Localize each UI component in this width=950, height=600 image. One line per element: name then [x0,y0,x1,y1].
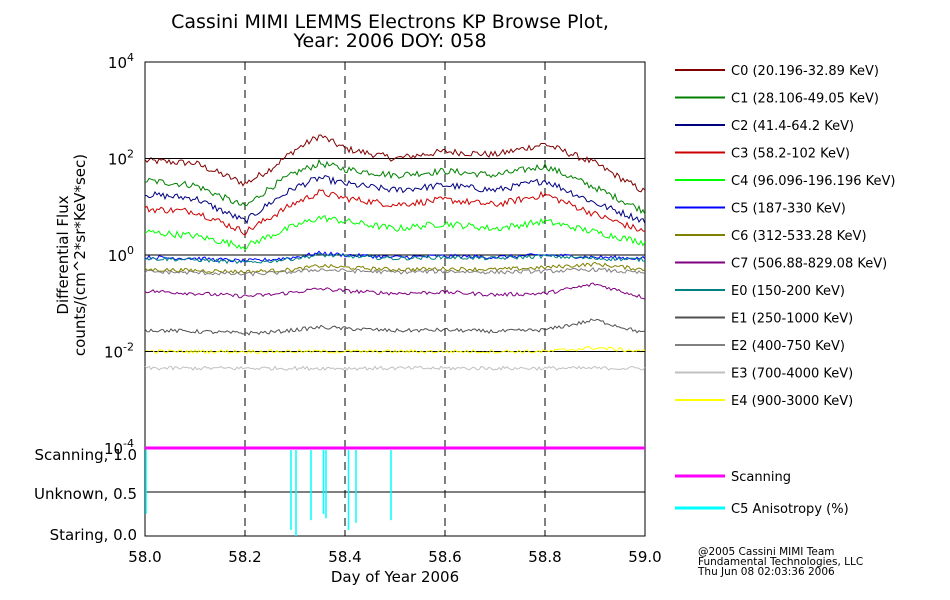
status-tick-staring: Staring, 0.0 [50,526,137,544]
credit-line2: Fundamental Technologies, LLC [698,556,863,568]
x-ticks: 58.0 58.2 58.4 58.6 58.8 59.0 [128,530,662,566]
chart-title-line2: Year: 2006 DOY: 058 [292,30,486,52]
credit-line1: @2005 Cassini MIMI Team [698,546,835,558]
x-tick-label: 58.6 [428,548,461,566]
x-tick-label: 58.4 [328,548,361,566]
y-tick-label: 104 [108,51,134,72]
legend-label: C6 (312-533.28 KeV) [731,229,867,244]
series-line-e0 [144,252,646,265]
legend-label: C1 (28.106-49.05 KeV) [731,92,879,107]
legend-label: E4 (900-3000 KeV) [731,394,853,409]
legend-label: C5 (187-330 KeV) [731,202,846,217]
legend-label: E2 (400-750 KeV) [731,339,845,354]
flux-plot-series [144,134,646,371]
legend-label: C0 (20.196-32.89 KeV) [731,64,879,79]
series-line-e1 [144,318,646,336]
y-tick-label: 10-4 [104,437,134,458]
x-axis-label: Day of Year 2006 [331,568,459,586]
y-axis-label-line2: counts/(cm^2*sr*KeV*sec) [71,154,89,356]
chart-title-line1: Cassini MIMI LEMMS Electrons KP Browse P… [171,11,609,33]
status-tick-scanning: Scanning, 1.0 [34,446,137,464]
y-tick-label: 102 [108,148,134,169]
legend-status: Scanning C5 Anisotropy (%) [675,470,849,517]
legend-label: C3 (58.2-102 KeV) [731,147,850,162]
flux-y-ticks: 104 102 100 10-2 10-4 [104,51,645,458]
x-tick-label: 58.8 [528,548,561,566]
legend-label: E1 (250-1000 KeV) [731,312,853,327]
legend-label: C2 (41.4-64.2 KeV) [731,119,854,134]
series-line-c2 [144,175,646,225]
y-tick-label: 10-2 [104,341,134,362]
series-line-c5 [144,250,646,264]
legend-label: Scanning [731,470,791,485]
x-tick-label: 58.0 [128,548,161,566]
x-tick-label: 59.0 [628,548,661,566]
legend-label: E0 (150-200 KeV) [731,284,845,299]
legend-label: C7 (506.88-829.08 KeV) [731,257,887,272]
series-line-c0 [144,134,646,193]
series-line-e4 [144,345,646,355]
y-tick-label: 100 [108,244,134,265]
series-line-e2 [144,266,646,277]
legend-label: E3 (700-4000 KeV) [731,367,853,382]
credit-line3: Thu Jun 08 02:03:36 2006 [697,566,835,578]
legend-main: C0 (20.196-32.89 KeV) C1 (28.106-49.05 Ke… [675,64,895,409]
legend-label: C4 (96.096-196.196 KeV) [731,174,895,189]
y-axis-label-line1: Differential Flux [54,195,72,314]
series-line-e3 [144,365,646,371]
status-tick-unknown: Unknown, 0.5 [34,485,137,503]
series-line-c3 [144,189,646,236]
series-line-c7 [144,282,646,300]
legend-label: C5 Anisotropy (%) [731,502,849,517]
status-plot-series [145,446,645,536]
status-plot-grid [145,448,645,536]
series-line-c4 [144,214,646,251]
x-tick-label: 58.2 [228,548,261,566]
series-line-c1 [144,158,646,215]
